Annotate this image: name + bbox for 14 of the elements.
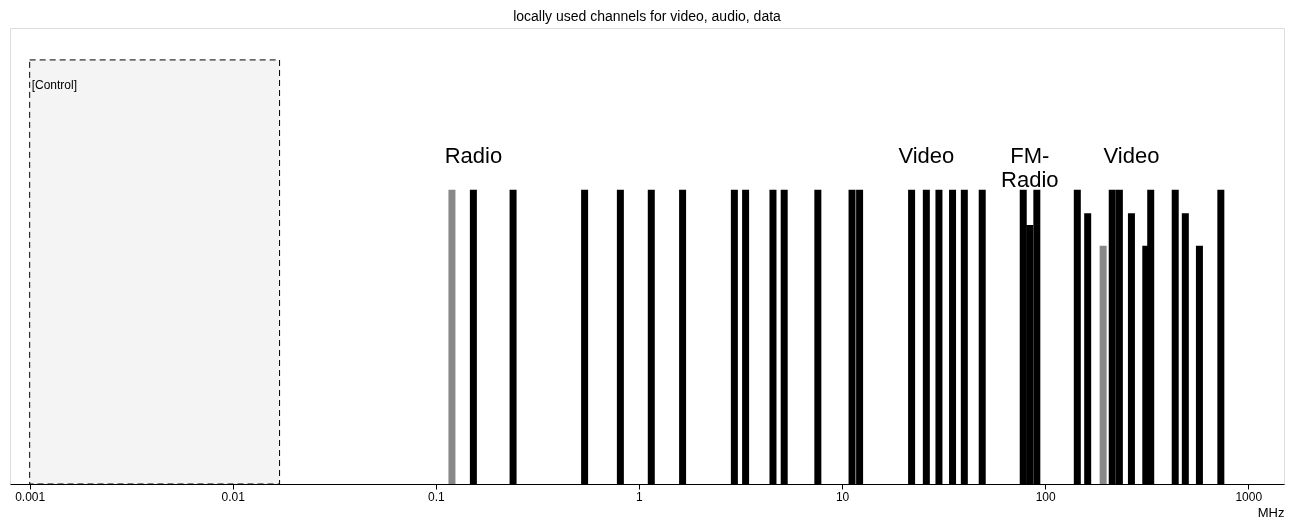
x-axis-title: MHz xyxy=(1257,504,1285,520)
x-tick-label: 0.001 xyxy=(15,489,46,504)
x-tick-label: 100 xyxy=(1035,489,1056,504)
text: Video xyxy=(1103,142,1160,168)
text: locally used channels for video, audio, data xyxy=(513,8,782,24)
annotation: FM- Radio xyxy=(1001,142,1059,192)
x-tick-label: 1000 xyxy=(1235,489,1263,504)
x-tick-label: 0.1 xyxy=(428,489,446,504)
band-label: [Control] xyxy=(31,77,78,92)
x-tick-label: 0.01 xyxy=(221,489,246,504)
text: Video xyxy=(898,142,955,168)
x-tick-label: 10 xyxy=(835,489,850,504)
text: Radio xyxy=(444,142,503,168)
x-tick-label: 1 xyxy=(636,489,644,504)
